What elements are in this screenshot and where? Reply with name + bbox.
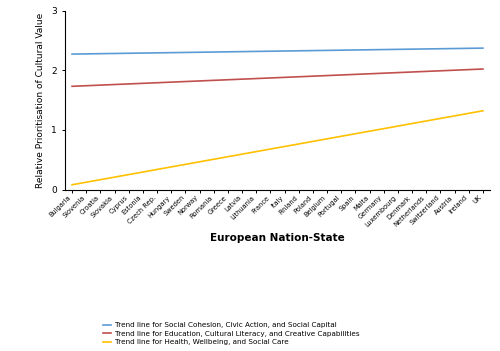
- Y-axis label: Relative Prioritisation of Cultural Value: Relative Prioritisation of Cultural Valu…: [36, 12, 46, 188]
- X-axis label: European Nation-State: European Nation-State: [210, 233, 345, 243]
- Legend: Trend line for Social Cohesion, Civic Action, and Social Capital, Trend line for: Trend line for Social Cohesion, Civic Ac…: [102, 322, 360, 345]
